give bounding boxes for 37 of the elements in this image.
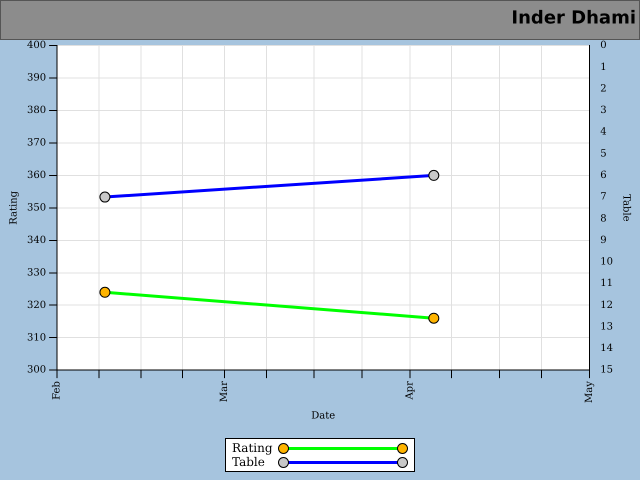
y2-tick-label: 13 — [600, 321, 614, 332]
y-tick-label: 340 — [26, 234, 46, 246]
y-tick-label: 320 — [26, 300, 46, 311]
y-tick-label: 300 — [26, 364, 46, 376]
y-tick-label: 370 — [26, 138, 46, 149]
y2-tick-label: 7 — [600, 192, 607, 203]
x-axis-title: Date — [311, 410, 336, 422]
y2-axis-title: Table — [620, 194, 632, 222]
y2-tick-label: 11 — [600, 278, 614, 290]
y-tick-label: 390 — [26, 72, 46, 84]
y-tick-label: 350 — [26, 202, 46, 214]
legend-label: Table — [232, 455, 266, 469]
y-tick-label: 310 — [26, 332, 46, 344]
x-tick-label: May — [584, 380, 595, 404]
y2-tick-label: 0 — [600, 40, 607, 52]
y-tick-label: 400 — [26, 40, 46, 52]
y2-tick-label: 6 — [600, 170, 607, 182]
y2-tick-label: 3 — [600, 105, 607, 116]
chart-title: Inder Dhami — [511, 7, 636, 28]
legend-label: Rating — [232, 441, 273, 455]
y-axis-title: Rating — [8, 190, 20, 225]
x-tick-label: Mar — [219, 380, 230, 402]
y2-tick-label: 8 — [600, 213, 607, 224]
x-tick-label: Apr — [404, 380, 416, 401]
y2-tick-label: 14 — [600, 343, 614, 354]
y2-tick-label: 1 — [600, 62, 607, 73]
x-tick-label: Feb — [52, 381, 63, 400]
y2-tick-label: 5 — [600, 148, 607, 160]
y-tick-label: 330 — [26, 267, 46, 278]
y2-tick-label: 9 — [600, 234, 607, 246]
y-tick-label: 380 — [26, 105, 46, 116]
y-tick-label: 360 — [26, 170, 46, 182]
y2-tick-label: 4 — [600, 126, 607, 138]
y2-tick-label: 15 — [600, 364, 614, 376]
y2-tick-label: 12 — [600, 300, 614, 311]
y2-tick-label: 10 — [600, 256, 614, 268]
y2-tick-label: 2 — [600, 83, 607, 94]
